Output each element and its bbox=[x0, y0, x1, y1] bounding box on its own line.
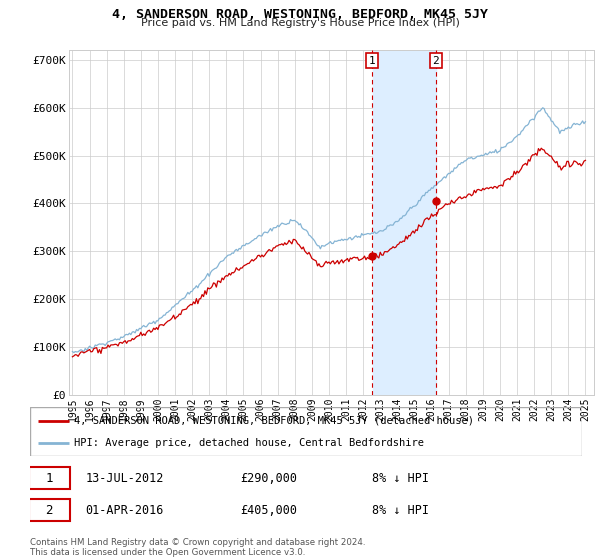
FancyBboxPatch shape bbox=[29, 500, 70, 521]
FancyBboxPatch shape bbox=[29, 467, 70, 489]
Text: 4, SANDERSON ROAD, WESTONING, BEDFORD, MK45 5JY (detached house): 4, SANDERSON ROAD, WESTONING, BEDFORD, M… bbox=[74, 416, 474, 426]
Text: 2: 2 bbox=[46, 504, 53, 517]
Text: Price paid vs. HM Land Registry's House Price Index (HPI): Price paid vs. HM Land Registry's House … bbox=[140, 18, 460, 29]
Text: 01-APR-2016: 01-APR-2016 bbox=[85, 504, 164, 517]
Text: £290,000: £290,000 bbox=[240, 472, 297, 484]
Text: 4, SANDERSON ROAD, WESTONING, BEDFORD, MK45 5JY: 4, SANDERSON ROAD, WESTONING, BEDFORD, M… bbox=[112, 8, 488, 21]
Text: 8% ↓ HPI: 8% ↓ HPI bbox=[372, 472, 429, 484]
Text: 1: 1 bbox=[46, 472, 53, 484]
Text: 8% ↓ HPI: 8% ↓ HPI bbox=[372, 504, 429, 517]
Text: 1: 1 bbox=[369, 55, 376, 66]
Text: HPI: Average price, detached house, Central Bedfordshire: HPI: Average price, detached house, Cent… bbox=[74, 437, 424, 447]
Text: 13-JUL-2012: 13-JUL-2012 bbox=[85, 472, 164, 484]
Text: 2: 2 bbox=[433, 55, 439, 66]
Text: Contains HM Land Registry data © Crown copyright and database right 2024.
This d: Contains HM Land Registry data © Crown c… bbox=[30, 538, 365, 557]
Text: £405,000: £405,000 bbox=[240, 504, 297, 517]
